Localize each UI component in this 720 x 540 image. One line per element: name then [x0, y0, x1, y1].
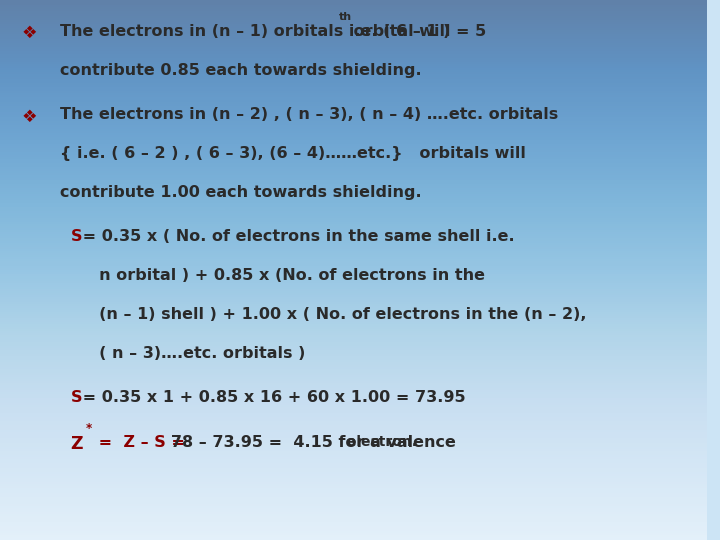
Text: = 0.35 x ( No. of electrons in the same shell i.e.: = 0.35 x ( No. of electrons in the same …	[78, 230, 515, 245]
Text: 78 – 73.95 =  4.15 for a valence: 78 – 73.95 = 4.15 for a valence	[154, 435, 456, 450]
Text: ❖: ❖	[21, 24, 37, 42]
Text: n orbital ) + 0.85 x (No. of electrons in the: n orbital ) + 0.85 x (No. of electrons i…	[71, 268, 485, 284]
Text: = 0.35 x 1 + 0.85 x 16 + 60 x 1.00 = 73.95: = 0.35 x 1 + 0.85 x 16 + 60 x 1.00 = 73.…	[78, 390, 466, 406]
Text: The electrons in (n – 1) orbitals i.e. ( 6 – 1 ) = 5: The electrons in (n – 1) orbitals i.e. (…	[60, 24, 486, 39]
Text: ❖: ❖	[21, 107, 37, 125]
Text: contribute 1.00 each towards shielding.: contribute 1.00 each towards shielding.	[60, 185, 422, 200]
Text: (n – 1) shell ) + 1.00 x ( No. of electrons in the (n – 2),: (n – 1) shell ) + 1.00 x ( No. of electr…	[71, 307, 586, 322]
Text: S: S	[71, 230, 82, 245]
Text: The electrons in (n – 2) , ( n – 3), ( n – 4) ….etc. orbitals: The electrons in (n – 2) , ( n – 3), ( n…	[60, 107, 558, 123]
Text: =  Z – S =: = Z – S =	[94, 435, 185, 450]
Text: contribute 0.85 each towards shielding.: contribute 0.85 each towards shielding.	[60, 63, 422, 78]
Text: *: *	[86, 422, 92, 435]
Text: orbital will: orbital will	[348, 24, 451, 39]
Text: electron.: electron.	[342, 435, 417, 449]
Text: { i.e. ( 6 – 2 ) , ( 6 – 3), (6 – 4)……etc.}   orbitals will: { i.e. ( 6 – 2 ) , ( 6 – 3), (6 – 4)……et…	[60, 146, 526, 161]
Text: ( n – 3)….etc. orbitals ): ( n – 3)….etc. orbitals )	[71, 346, 305, 361]
Text: S: S	[71, 390, 82, 406]
Text: Z: Z	[71, 435, 84, 453]
Text: th: th	[339, 12, 353, 23]
